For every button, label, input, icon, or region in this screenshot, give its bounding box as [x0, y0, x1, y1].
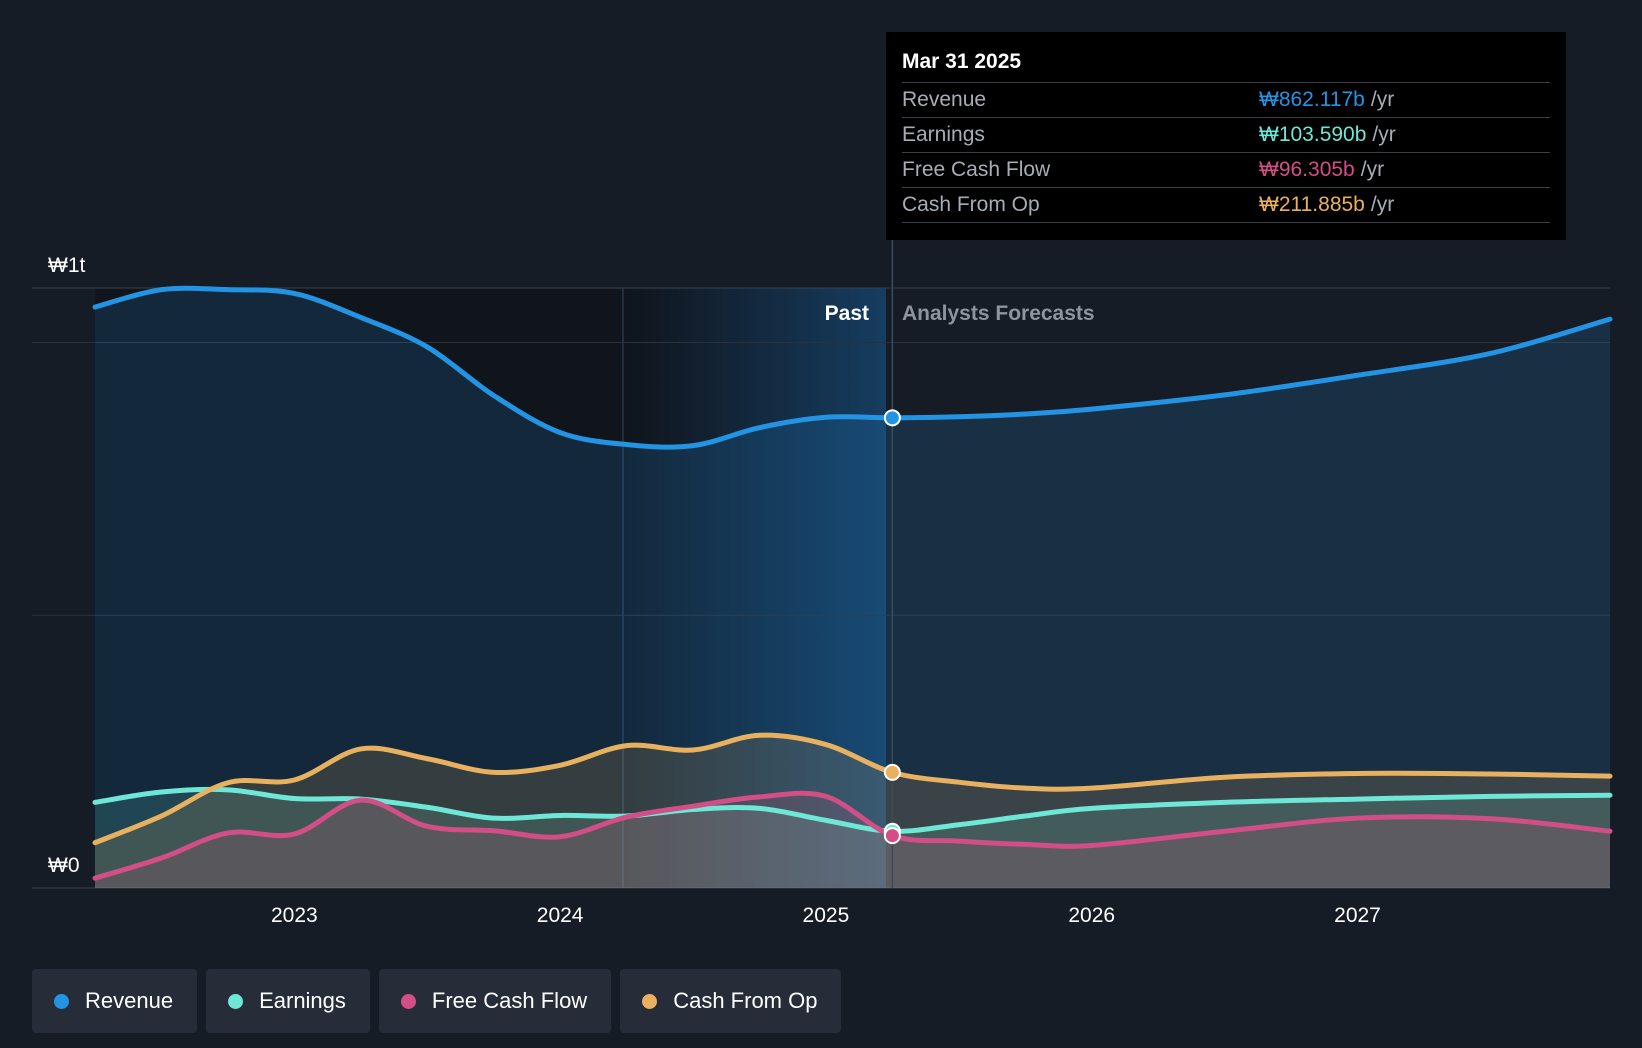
series-lines [92, 285, 1613, 881]
legend-dot-icon [642, 993, 658, 1009]
x-tick-label: 2026 [1068, 904, 1115, 927]
tooltip-row-label: Cash From Op [902, 193, 1040, 216]
tooltip-row-unit: /yr [1372, 123, 1396, 146]
earnings-line [92, 786, 1613, 834]
revenue-area [95, 288, 1610, 888]
earnings-area [95, 789, 1610, 888]
tooltip-row-unit: /yr [1370, 193, 1395, 216]
y-axis-bottom-label: ₩0 [48, 854, 80, 877]
y-axis-top-label: ₩1t [48, 254, 86, 277]
revenue-marker [883, 409, 901, 427]
revenue-line [92, 285, 1613, 450]
legend-item-revenue[interactable]: Revenue [32, 969, 198, 1033]
series-markers [883, 409, 901, 845]
tooltip-row: Free Cash Flow ₩96.305b/yr [902, 152, 1550, 187]
gridlines [32, 287, 1610, 889]
x-tick-label: 2024 [537, 904, 584, 927]
tooltip-row-value: ₩96.305b [1259, 158, 1355, 181]
tooltip-row: Revenue ₩862.117b/yr [902, 82, 1550, 117]
tooltip-row-value: ₩211.885b [1259, 193, 1365, 216]
tooltip-date: Mar 31 2025 [902, 50, 1022, 73]
legend-item-label: Free Cash Flow [431, 988, 588, 1013]
free-cash-flow-area [95, 793, 1610, 888]
cash-from-op-marker [883, 763, 901, 781]
free-cash-flow-marker [883, 827, 901, 845]
legend-item-label: Cash From Op [673, 988, 818, 1013]
x-axis-ticks: 2023 2024 2025 2026 2027 [271, 904, 1381, 927]
legend-item-label: Revenue [85, 988, 174, 1013]
x-tick-label: 2023 [271, 904, 318, 927]
legend-dot-icon [54, 993, 69, 1009]
tooltip: Mar 31 2025 Revenue ₩862.117b/yr Earnings ₩… [886, 32, 1566, 240]
x-tick-label: 2025 [803, 904, 850, 927]
tooltip-row-label: Earnings [902, 123, 985, 146]
forecast-label: Analysts Forecasts [902, 302, 1095, 325]
tooltip-row: Cash From Op ₩211.885b/yr [902, 187, 1550, 223]
legend-dot-icon [228, 993, 244, 1009]
x-tick-label: 2027 [1334, 904, 1381, 927]
tooltip-row-unit: /yr [1360, 158, 1385, 181]
past-label: Past [825, 302, 869, 325]
legend-dot-icon [400, 993, 416, 1009]
past-highlight-region [623, 288, 886, 888]
legend-item-label: Earnings [259, 988, 346, 1013]
tooltip-row: Earnings ₩103.590b/yr [902, 117, 1550, 152]
tooltip-row-label: Revenue [902, 88, 987, 111]
tooltip-row-value: ₩103.590b [1259, 123, 1367, 146]
tooltip-row-value: ₩862.117b [1259, 88, 1365, 111]
tooltip-row-unit: /yr [1370, 88, 1395, 111]
tooltip-row-label: Free Cash Flow [902, 158, 1051, 181]
legend-item-free-cash-flow[interactable]: Free Cash Flow [378, 969, 612, 1033]
free-cash-flow-line [92, 790, 1613, 881]
legend-item-cash-from-op[interactable]: Cash From Op [620, 969, 842, 1033]
cash-from-op-line [92, 732, 1613, 846]
tooltip-rows: Revenue ₩862.117b/yr Earnings ₩103.590b/yr F… [902, 82, 1550, 223]
legend-item-earnings[interactable]: Earnings [206, 969, 370, 1033]
legend: Revenue Earnings Free Cash Flow Cash From O… [32, 969, 842, 1033]
